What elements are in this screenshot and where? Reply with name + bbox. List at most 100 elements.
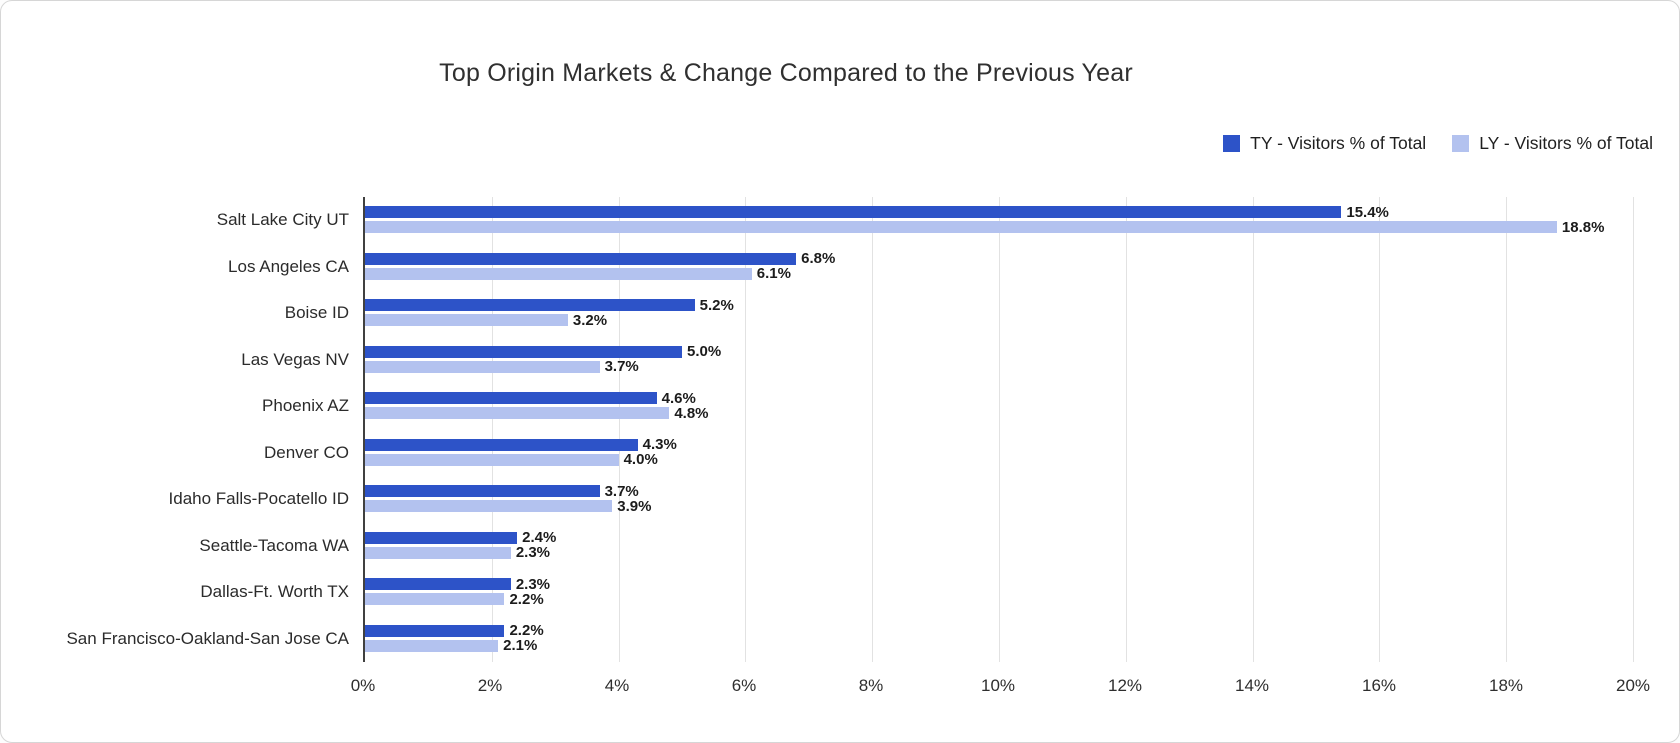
bar-value-label: 4.8% [674,404,709,422]
ty-bar[interactable] [365,392,657,404]
x-tick-label: 0% [350,676,376,695]
x-tick-label: 2% [477,676,503,695]
x-tick-label: 6% [731,676,757,695]
bar-group: 2.3% 2.2% [365,569,1633,616]
bar-line: 4.0% [365,451,1633,468]
ly-bar[interactable] [365,453,619,466]
bar-line: 6.8% [365,250,1633,267]
legend-item: LY - Visitors % of Total [1452,133,1653,154]
ly-bar[interactable] [365,546,511,559]
bar-value-label: 2.4% [522,529,557,546]
ly-bar[interactable] [365,221,1557,233]
ty-bar[interactable] [365,578,511,590]
category-label: Boise ID [284,303,349,323]
bar-group: 4.3% 4.0% [365,430,1633,477]
ly-bar[interactable] [365,407,670,419]
bar-line: 2.3% [365,544,1633,561]
plot-area: 15.4% 18.8% 6.8% 6.1% 5.2% 3.2% 5.0% 3.7% 4.6% 4.… [363,197,1634,662]
gridline [491,197,493,662]
bar-chart: Salt Lake City UT Los Angeles CA Boise ID L… [1,197,1634,662]
x-tick-label: 14% [1234,676,1270,695]
bar-value-label: 6.1% [756,265,791,282]
bar-line: 4.3% [365,436,1633,453]
bar-line: 18.8% [365,218,1633,236]
bar-value-label: 3.9% [617,497,652,515]
bar-value-label: 2.2% [509,590,544,608]
gridline [999,197,1000,662]
x-tick-label: 12% [1107,676,1143,695]
bar-line: 3.2% [365,311,1633,329]
category-axis: Salt Lake City UT Los Angeles CA Boise ID L… [1,197,363,662]
bar-group: 2.4% 2.3% [365,523,1633,570]
ly-bar[interactable] [365,314,568,326]
ly-bar[interactable] [365,639,499,652]
category-label: San Francisco-Oakland-San Jose CA [66,628,349,648]
category-label: Phoenix AZ [262,396,349,416]
ty-bar[interactable] [365,252,797,265]
category-label: Dallas-Ft. Worth TX [200,582,349,602]
category-label: Las Vegas NV [241,349,349,369]
ly-bar[interactable] [365,267,752,280]
bar-value-label: 3.7% [604,482,639,500]
bar-value-label: 4.6% [661,389,696,407]
ty-bar[interactable] [365,438,638,451]
legend: TY - Visitors % of Total LY - Visitors % … [1223,133,1653,154]
bar-line: 2.2% [365,590,1633,608]
bar-value-label: 15.4% [1346,203,1389,221]
bar-group: 5.0% 3.7% [365,337,1633,384]
bar-line: 2.2% [365,622,1633,639]
gridline [872,197,874,662]
gridline [1633,197,1634,662]
category-label: Denver CO [263,442,349,462]
bar-line: 3.7% [365,358,1633,375]
bar-value-label: 3.2% [572,311,608,329]
category-label: Salt Lake City UT [216,210,349,230]
bar-value-label: 4.3% [642,436,677,453]
ly-bar[interactable] [365,360,600,373]
x-tick-label: 8% [858,676,884,695]
bar-line: 5.0% [365,344,1633,359]
bar-value-label: 5.2% [699,296,734,314]
chart-title: Top Origin Markets & Change Compared to … [439,59,1133,87]
ly-bar[interactable] [365,500,613,512]
x-tick-label: 20% [1615,676,1651,695]
bar-value-label: 2.2% [509,622,544,639]
gridline [1252,197,1254,662]
bar-line: 4.6% [365,389,1633,407]
bar-group: 15.4% 18.8% [365,197,1633,244]
gridline [1506,197,1508,662]
category-label: Idaho Falls-Pocatello ID [168,489,349,509]
legend-swatch-icon [1223,135,1241,152]
legend-swatch-icon [1452,135,1470,152]
legend-label: LY - Visitors % of Total [1479,133,1653,153]
ty-bar[interactable] [365,206,1342,218]
ty-bar[interactable] [365,485,600,497]
gridline [1379,197,1381,662]
x-tick-label: 10% [980,676,1016,695]
bar-line: 6.1% [365,265,1633,282]
x-axis: 0% 2% 4% 6% 8% 10% 12% 14% 16% 18% 20% [351,662,1650,702]
ty-bar[interactable] [365,624,505,637]
bar-value-label: 6.8% [801,250,836,267]
x-tick-label: 18% [1488,676,1524,695]
ty-bar[interactable] [365,531,518,544]
bar-line: 3.7% [365,482,1633,500]
legend-item: TY - Visitors % of Total [1223,133,1426,154]
legend-label: TY - Visitors % of Total [1250,133,1427,153]
bar-value-label: 18.8% [1561,218,1605,236]
bar-line: 3.9% [365,497,1633,515]
bar-group: 3.7% 3.9% [365,476,1633,523]
bar-value-label: 3.7% [604,358,639,375]
ly-bar[interactable] [365,593,505,605]
gridline [745,197,747,662]
bar-value-label: 2.3% [515,544,551,561]
ty-bar[interactable] [365,345,682,358]
bar-line: 5.2% [365,296,1633,314]
x-tick-label: 16% [1361,676,1397,695]
bar-value-label: 4.0% [623,451,658,468]
bar-line: 15.4% [365,203,1633,221]
ty-bar[interactable] [365,299,695,311]
bar-line: 2.4% [365,529,1633,546]
bar-line: 2.3% [365,577,1633,592]
gridline [1125,197,1127,662]
